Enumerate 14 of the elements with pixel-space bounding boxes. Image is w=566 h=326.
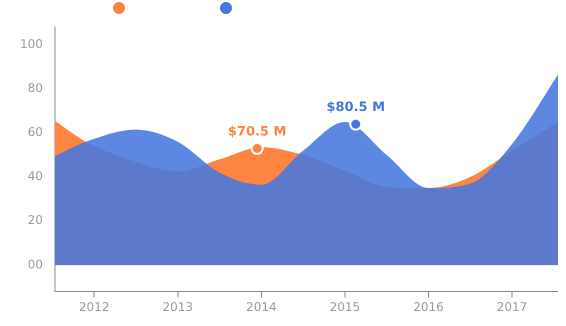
- y-tick-label: 40: [28, 169, 43, 184]
- y-tick-label: 60: [28, 125, 43, 140]
- x-tick-label: 2012: [78, 300, 110, 314]
- x-tick-label: 2013: [162, 300, 194, 314]
- y-tick-label: 100: [20, 36, 43, 51]
- x-tick-label: 2014: [246, 300, 277, 314]
- annotation: $80.5 M: [326, 100, 386, 116]
- y-tick-label: 20: [28, 213, 43, 228]
- y-tick-label: 00: [28, 257, 43, 272]
- y-tick-label: 80: [28, 81, 43, 96]
- annotation: $70.5 M: [228, 124, 286, 140]
- x-tick-label: 2017: [496, 300, 528, 314]
- x-tick-label: 2016: [413, 300, 444, 314]
- x-tick-label: 2015: [330, 300, 360, 314]
